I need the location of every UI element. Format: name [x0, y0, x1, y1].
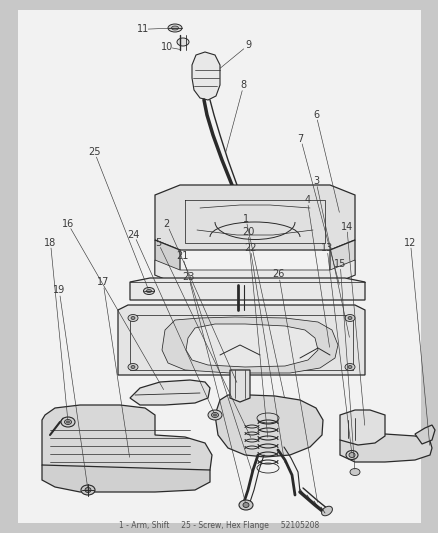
Ellipse shape: [238, 500, 252, 510]
Text: 22: 22: [244, 243, 256, 253]
Ellipse shape: [347, 317, 351, 319]
Text: 24: 24: [127, 230, 140, 239]
Ellipse shape: [177, 38, 189, 46]
Text: 18: 18: [44, 238, 57, 247]
Ellipse shape: [345, 450, 357, 459]
Text: 2: 2: [163, 219, 170, 229]
Text: 19: 19: [53, 286, 65, 295]
Ellipse shape: [131, 317, 135, 319]
Polygon shape: [42, 465, 209, 492]
Polygon shape: [237, 375, 247, 398]
Ellipse shape: [81, 485, 95, 495]
Polygon shape: [155, 240, 180, 285]
Polygon shape: [155, 185, 354, 250]
Ellipse shape: [208, 410, 222, 420]
Text: 7: 7: [297, 134, 303, 143]
Ellipse shape: [344, 364, 354, 370]
Polygon shape: [118, 305, 364, 375]
Polygon shape: [130, 278, 364, 300]
Polygon shape: [329, 240, 354, 285]
FancyBboxPatch shape: [18, 10, 420, 523]
Ellipse shape: [211, 413, 218, 417]
Ellipse shape: [348, 453, 354, 457]
Ellipse shape: [243, 503, 248, 507]
Ellipse shape: [146, 289, 151, 293]
Ellipse shape: [61, 417, 75, 427]
Ellipse shape: [143, 287, 154, 295]
Text: 23: 23: [182, 272, 194, 282]
Polygon shape: [155, 260, 354, 285]
Text: 15: 15: [333, 259, 346, 269]
Ellipse shape: [168, 24, 182, 32]
Text: 6: 6: [312, 110, 318, 119]
Text: 3: 3: [312, 176, 318, 186]
Text: 16: 16: [62, 219, 74, 229]
Ellipse shape: [128, 364, 138, 370]
Polygon shape: [42, 405, 212, 480]
Polygon shape: [162, 317, 337, 373]
Polygon shape: [186, 324, 317, 367]
Text: 10: 10: [160, 42, 173, 52]
Ellipse shape: [349, 469, 359, 475]
Ellipse shape: [344, 314, 354, 321]
Text: 20: 20: [241, 227, 254, 237]
Text: 26: 26: [272, 270, 284, 279]
Text: 11: 11: [136, 25, 148, 34]
Ellipse shape: [347, 366, 351, 368]
Ellipse shape: [85, 488, 91, 492]
Ellipse shape: [128, 314, 138, 321]
Polygon shape: [414, 425, 434, 444]
Text: 1 - Arm, Shift     25 - Screw, Hex Flange     52105208: 1 - Arm, Shift 25 - Screw, Hex Flange 52…: [119, 521, 318, 530]
Polygon shape: [339, 410, 384, 445]
Polygon shape: [130, 380, 209, 405]
Text: 5: 5: [155, 238, 161, 247]
Ellipse shape: [213, 414, 216, 416]
Text: 17: 17: [97, 278, 109, 287]
Ellipse shape: [171, 26, 178, 30]
Text: 12: 12: [403, 238, 416, 247]
Polygon shape: [230, 370, 249, 402]
Ellipse shape: [66, 421, 69, 423]
Text: 4: 4: [304, 195, 310, 205]
Text: 14: 14: [340, 222, 352, 231]
Polygon shape: [215, 395, 322, 457]
Text: 21: 21: [176, 251, 188, 261]
Ellipse shape: [131, 366, 135, 368]
Text: 1: 1: [242, 214, 248, 223]
Ellipse shape: [321, 506, 332, 516]
Ellipse shape: [64, 419, 71, 424]
Text: 8: 8: [240, 80, 246, 90]
Text: 9: 9: [244, 41, 251, 50]
Polygon shape: [339, 434, 431, 462]
Polygon shape: [191, 52, 219, 100]
Text: 13: 13: [320, 243, 332, 253]
Text: 25: 25: [88, 147, 100, 157]
